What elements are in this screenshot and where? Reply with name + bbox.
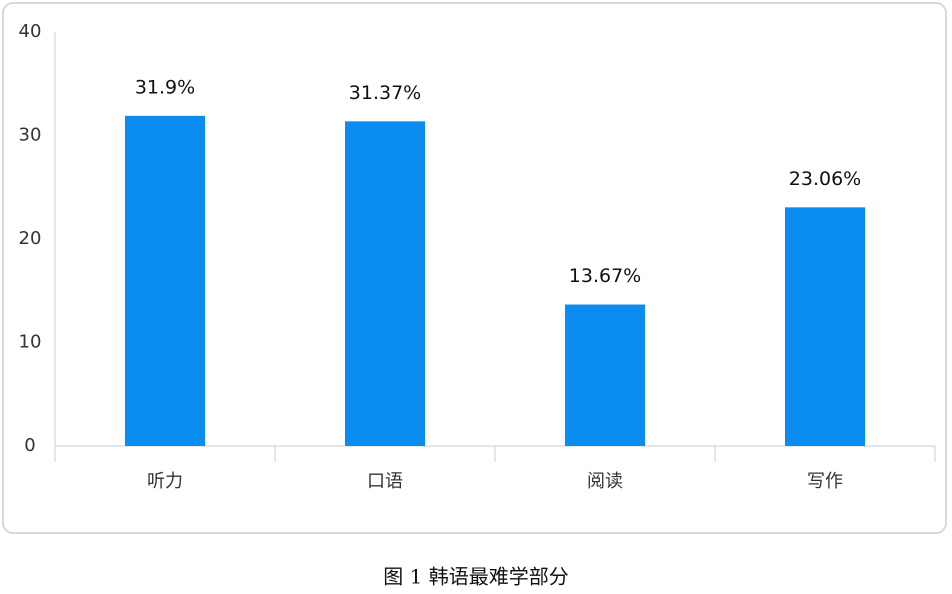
bar xyxy=(125,115,205,447)
value-label: 13.67% xyxy=(569,265,641,287)
y-tick-label: 0 xyxy=(24,435,35,456)
caption: 图 1 韩语最难学部分 xyxy=(383,565,568,589)
bar xyxy=(785,207,865,446)
x-tick-label: 听力 xyxy=(147,471,183,492)
x-tick-label: 口语 xyxy=(367,471,403,492)
y-tick-label: 10 xyxy=(19,332,42,353)
value-label: 23.06% xyxy=(789,168,861,190)
x-tick-label: 写作 xyxy=(807,471,843,492)
value-label: 31.9% xyxy=(135,76,195,98)
y-tick-label: 40 xyxy=(19,21,42,42)
bar xyxy=(345,121,425,447)
x-tick-label: 阅读 xyxy=(587,471,623,492)
value-label: 31.37% xyxy=(349,82,421,104)
bar xyxy=(565,304,645,446)
y-tick-label: 20 xyxy=(19,228,42,249)
chart-frame xyxy=(2,2,947,534)
y-tick-label: 30 xyxy=(19,125,42,146)
